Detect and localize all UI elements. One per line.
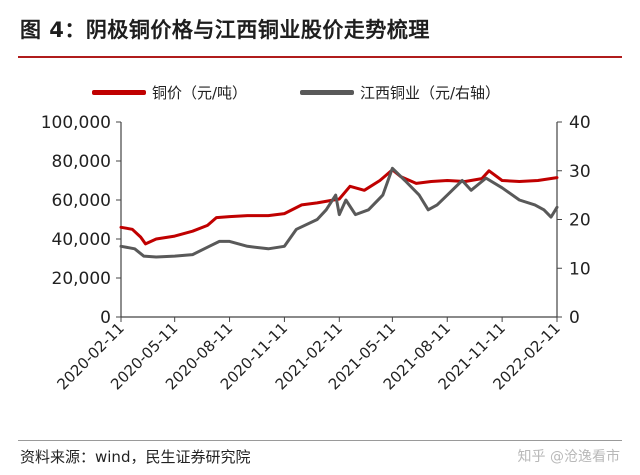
left-tick-label: 60,000 xyxy=(52,191,111,211)
copper-price-line xyxy=(119,168,559,246)
figure-title: 图 4：阴极铜价格与江西铜业股价走势梳理 xyxy=(20,18,430,42)
chart-legend: 铜价（元/吨） 江西铜业（元/右轴） xyxy=(0,82,640,106)
left-tick-label: 40,000 xyxy=(52,230,111,250)
right-tick-label: 0 xyxy=(569,308,580,328)
left-tick-label: 20,000 xyxy=(52,269,111,289)
watermark-text: 知乎 @沧逸看市 xyxy=(517,449,620,465)
legend-swatch-stock xyxy=(300,90,354,95)
left-tick-label: 0 xyxy=(100,308,111,328)
legend-swatch-copper xyxy=(92,90,146,95)
legend-item-stock: 江西铜业（元/右轴） xyxy=(300,82,500,103)
left-tick-label: 80,000 xyxy=(52,152,111,172)
legend-label-stock: 江西铜业（元/右轴） xyxy=(360,84,501,102)
legend-label-copper: 铜价（元/吨） xyxy=(152,84,248,102)
legend-item-copper: 铜价（元/吨） xyxy=(92,82,247,103)
right-tick-label: 30 xyxy=(569,162,591,182)
right-tick-label: 20 xyxy=(569,211,591,231)
left-tick-label: 100,000 xyxy=(41,113,111,133)
line-chart: 0 20,000 40,000 60,000 80,000 100,000 0 10 20 30 4… xyxy=(41,113,591,393)
right-tick-label: 40 xyxy=(569,113,591,133)
title-rule xyxy=(18,56,622,58)
jiangxi-copper-stock-line xyxy=(119,166,559,259)
right-tick-label: 10 xyxy=(569,259,591,279)
source-note: 资料来源：wind，民生证券研究院 xyxy=(20,448,251,466)
source-rule xyxy=(18,440,622,441)
